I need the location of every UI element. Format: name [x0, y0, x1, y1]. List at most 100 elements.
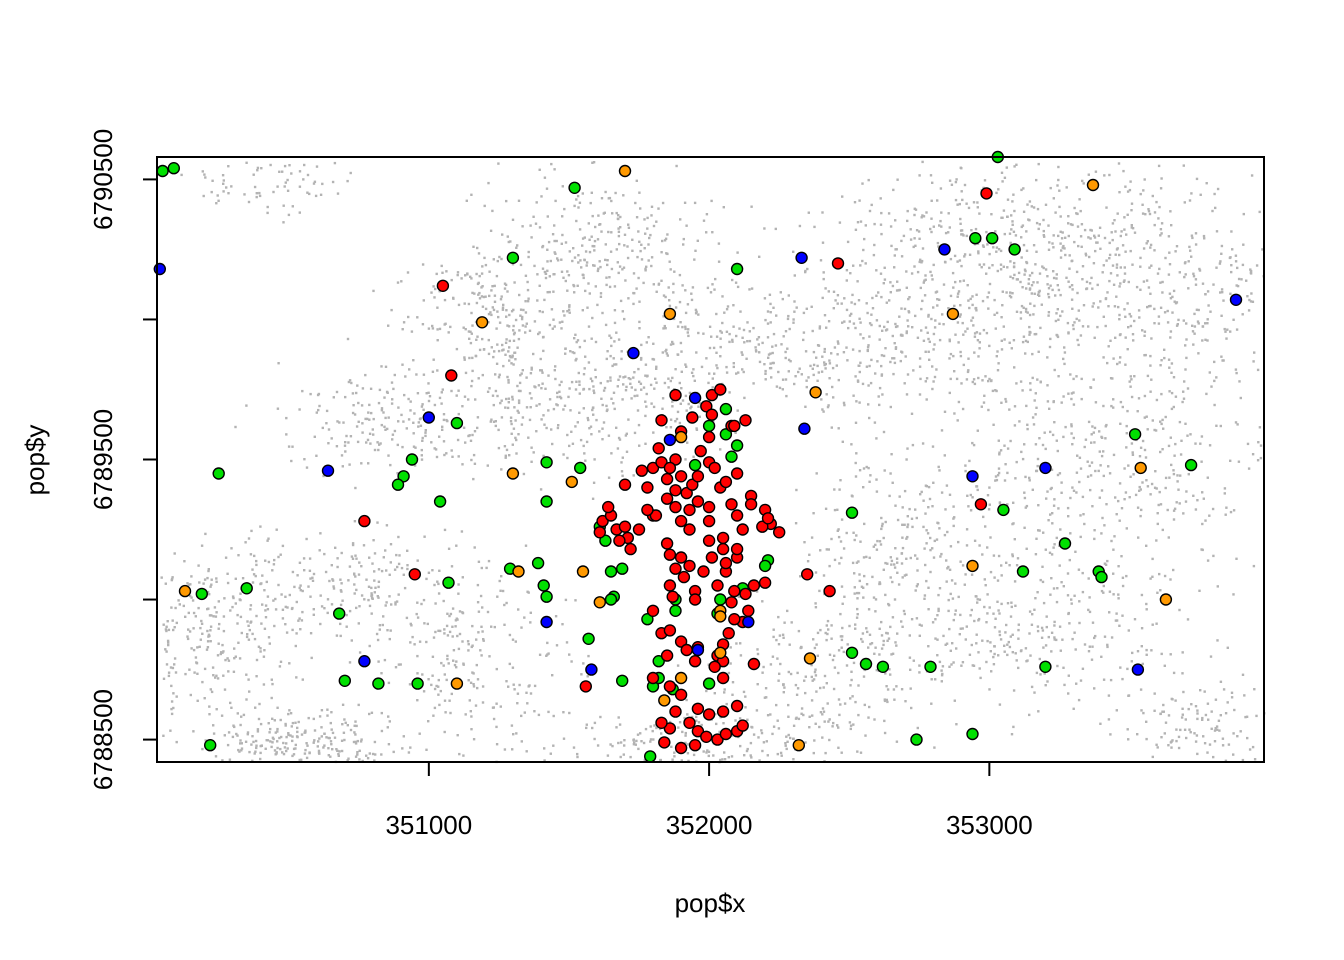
population-dot	[764, 687, 768, 690]
population-dot	[986, 639, 989, 643]
population-dot	[1206, 751, 1209, 754]
population-dot	[588, 292, 591, 295]
population-dot	[590, 433, 593, 436]
population-dot	[336, 565, 339, 569]
population-dot	[207, 569, 210, 573]
population-dot	[1050, 468, 1054, 471]
data-point	[195, 587, 209, 601]
population-dot	[1017, 666, 1020, 670]
population-dot	[1178, 420, 1182, 424]
population-dot	[634, 201, 637, 205]
population-dot	[413, 643, 416, 646]
population-dot	[737, 371, 740, 374]
population-dot	[319, 622, 322, 626]
population-dot	[471, 291, 474, 295]
population-dot	[269, 740, 272, 743]
population-dot	[466, 640, 470, 643]
population-dot	[476, 426, 479, 430]
population-dot	[237, 554, 240, 557]
population-dot	[1241, 263, 1245, 267]
population-dot	[526, 288, 530, 292]
population-dot	[1218, 729, 1221, 732]
population-dot	[608, 276, 611, 279]
population-dot	[1194, 278, 1198, 281]
population-dot	[1159, 234, 1162, 237]
population-dot	[833, 558, 837, 562]
population-dot	[593, 391, 596, 395]
population-dot	[1108, 257, 1111, 260]
population-dot	[1075, 317, 1078, 321]
population-dot	[377, 585, 380, 589]
population-dot	[285, 749, 288, 753]
population-dot	[1209, 310, 1212, 313]
population-dot	[855, 452, 858, 455]
population-dot	[1100, 454, 1104, 458]
population-dot	[1115, 266, 1119, 269]
population-dot	[409, 746, 412, 749]
population-dot	[772, 361, 775, 365]
population-dot	[1184, 344, 1187, 347]
data-point	[716, 542, 730, 556]
population-dot	[516, 346, 519, 349]
population-dot	[1142, 247, 1146, 250]
population-dot	[708, 325, 712, 328]
population-dot	[509, 240, 512, 243]
population-dot	[937, 607, 940, 611]
population-dot	[573, 351, 576, 355]
population-dot	[1131, 227, 1135, 230]
population-dot	[495, 725, 498, 729]
population-dot	[862, 486, 865, 489]
population-dot	[354, 554, 357, 557]
population-dot	[978, 341, 981, 344]
population-dot	[1216, 728, 1219, 731]
population-dot	[540, 418, 543, 421]
population-dot	[702, 219, 706, 222]
population-dot	[663, 324, 666, 328]
population-dot	[318, 404, 321, 408]
population-dot	[875, 478, 878, 481]
population-dot	[425, 748, 428, 751]
population-dot	[1149, 354, 1152, 358]
population-dot	[1020, 236, 1023, 239]
population-dot	[303, 458, 306, 461]
population-dot	[827, 720, 830, 723]
population-dot	[635, 216, 639, 219]
population-dot	[1059, 215, 1062, 218]
population-dot	[1159, 228, 1163, 231]
population-dot	[632, 291, 635, 295]
population-dot	[752, 382, 755, 385]
population-dot	[456, 273, 459, 277]
population-dot	[1194, 705, 1198, 708]
population-dot	[1117, 162, 1121, 165]
population-dot	[752, 326, 755, 330]
population-dot	[889, 472, 892, 475]
population-dot	[319, 532, 322, 535]
population-dot	[1236, 284, 1240, 288]
population-dot	[238, 750, 241, 753]
population-dot	[865, 465, 868, 469]
population-dot	[167, 643, 170, 647]
population-dot	[680, 387, 683, 390]
population-dot	[539, 357, 542, 361]
population-dot	[305, 537, 308, 541]
population-dot	[1226, 646, 1229, 649]
population-dot	[260, 582, 263, 585]
population-dot	[1128, 496, 1131, 499]
population-dot	[1030, 685, 1034, 689]
population-dot	[468, 356, 471, 360]
population-dot	[1159, 420, 1162, 423]
population-dot	[1065, 276, 1068, 279]
population-dot	[1116, 247, 1119, 250]
population-dot	[1175, 501, 1178, 504]
population-dot	[950, 579, 954, 582]
population-dot	[1061, 310, 1064, 313]
population-dot	[918, 671, 921, 674]
population-dot	[383, 396, 386, 399]
population-dot	[354, 486, 357, 490]
population-dot	[201, 632, 204, 635]
population-dot	[416, 699, 419, 702]
population-dot	[998, 502, 1002, 505]
data-point	[677, 570, 691, 584]
data-point	[660, 492, 674, 505]
population-dot	[702, 750, 705, 753]
